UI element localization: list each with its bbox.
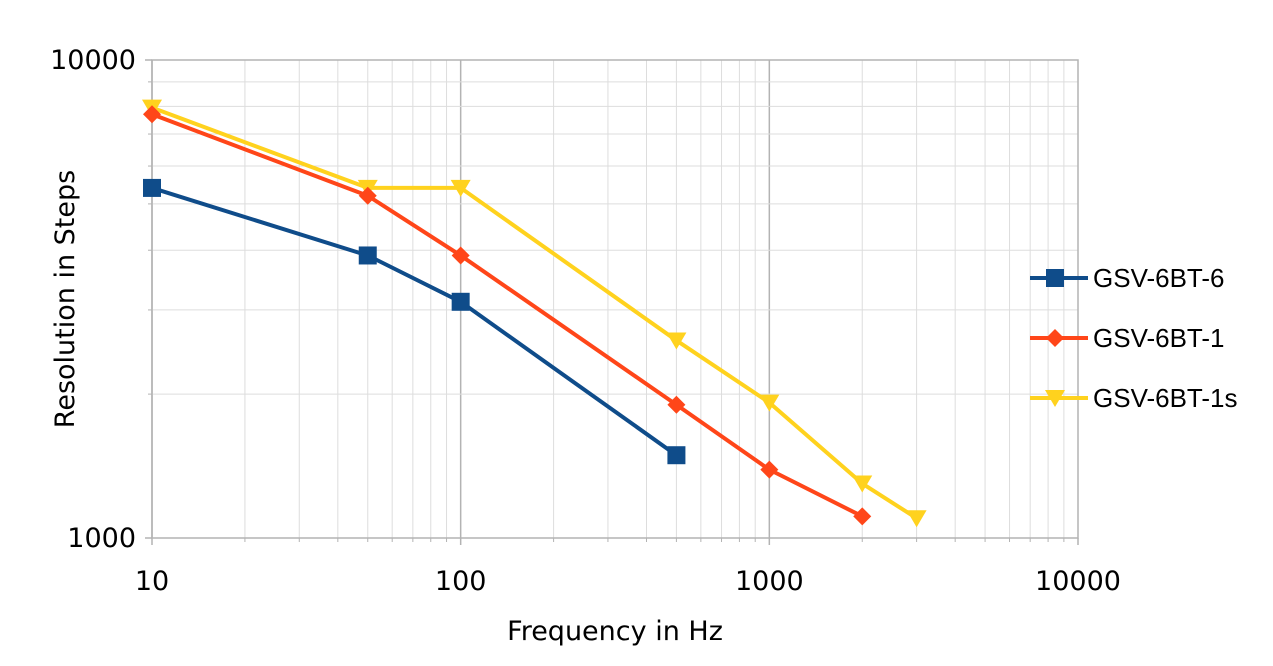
- y-tick-label: 1000: [67, 523, 136, 554]
- x-tick-label: 100: [435, 566, 487, 597]
- legend-marker: [1046, 329, 1064, 347]
- legend-item-gsv-6bt-6: GSV-6BT-6: [1030, 263, 1225, 293]
- plot-frame: [151, 59, 1079, 539]
- series-gsv-6bt-1: [143, 105, 872, 526]
- series-gsv-6bt-1s: [142, 99, 927, 528]
- x-tick-label: 1000: [735, 566, 804, 597]
- data-point-gsv-6bt-1: [451, 246, 470, 265]
- axis-ticks: 10 100 1000 10000 1000 10000: [50, 45, 1121, 597]
- series-gsv-6bt-6: [143, 178, 686, 465]
- data-point-gsv-6bt-1: [143, 105, 161, 124]
- legend-item-gsv-6bt-1s: GSV-6BT-1s: [1030, 383, 1238, 413]
- data-point-gsv-6bt-1s: [906, 510, 927, 528]
- x-axis-title: Frequency in Hz: [507, 616, 723, 647]
- legend-label: GSV-6BT-1s: [1093, 383, 1238, 413]
- data-point-gsv-6bt-1: [358, 186, 377, 205]
- data-point-gsv-6bt-6: [358, 246, 377, 265]
- data-point-gsv-6bt-6: [667, 446, 686, 465]
- data-point-gsv-6bt-1: [760, 460, 779, 479]
- data-point-gsv-6bt-1s: [450, 179, 471, 197]
- data-point-gsv-6bt-6: [143, 178, 161, 197]
- y-tick-label: 10000: [50, 45, 136, 76]
- y-axis-title: Resolution in Steps: [50, 170, 81, 428]
- data-point-gsv-6bt-1: [853, 507, 872, 526]
- legend-marker: [1045, 390, 1065, 407]
- data-point-gsv-6bt-1: [667, 395, 686, 414]
- data-point-gsv-6bt-1s: [759, 394, 780, 412]
- x-tick-label: 10000: [1035, 566, 1121, 597]
- legend: GSV-6BT-6 GSV-6BT-1 GSV-6BT-1s: [1030, 263, 1238, 413]
- data-point-gsv-6bt-1s: [852, 475, 873, 493]
- series-line-gsv-6bt-1: [151, 112, 864, 519]
- x-tick-label: 10: [135, 566, 169, 597]
- legend-marker: [1046, 269, 1064, 287]
- data-point-gsv-6bt-6: [451, 292, 470, 311]
- legend-item-gsv-6bt-1: GSV-6BT-1: [1030, 323, 1225, 353]
- series-layer: [142, 99, 927, 528]
- legend-label: GSV-6BT-1: [1093, 323, 1225, 353]
- data-point-gsv-6bt-1s: [666, 332, 687, 350]
- series-line-gsv-6bt-1s: [151, 105, 918, 520]
- legend-label: GSV-6BT-6: [1093, 263, 1225, 293]
- series-line-gsv-6bt-6: [151, 186, 678, 457]
